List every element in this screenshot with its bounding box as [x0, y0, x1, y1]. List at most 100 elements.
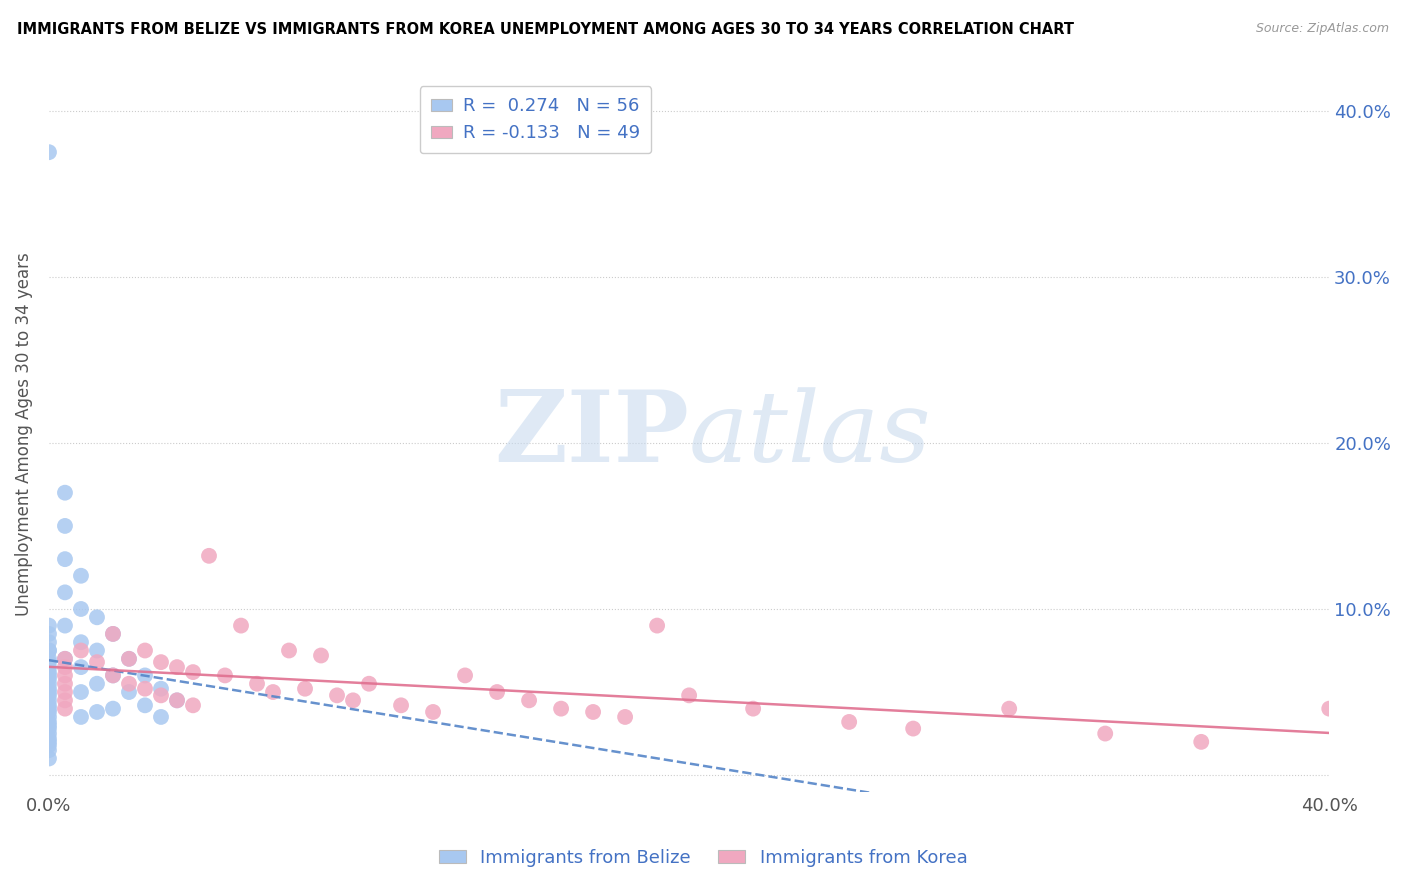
Point	[38, 618, 60, 632]
Point	[38, 726, 60, 740]
Point	[86, 705, 108, 719]
Point	[838, 714, 860, 729]
Point	[181, 665, 204, 679]
Point	[134, 698, 156, 713]
Point	[70, 643, 93, 657]
Point	[1317, 701, 1340, 715]
Point	[101, 627, 124, 641]
Point	[53, 652, 76, 666]
Point	[38, 685, 60, 699]
Point	[678, 689, 700, 703]
Point	[262, 685, 284, 699]
Point	[53, 652, 76, 666]
Point	[70, 635, 93, 649]
Point	[38, 635, 60, 649]
Point	[229, 618, 252, 632]
Point	[53, 485, 76, 500]
Point	[166, 660, 188, 674]
Point	[645, 618, 668, 632]
Point	[166, 693, 188, 707]
Point	[38, 701, 60, 715]
Point	[38, 681, 60, 696]
Point	[246, 677, 269, 691]
Point	[582, 705, 605, 719]
Point	[38, 652, 60, 666]
Point	[70, 568, 93, 582]
Point	[326, 689, 349, 703]
Point	[53, 660, 76, 674]
Point	[38, 718, 60, 732]
Point	[53, 519, 76, 533]
Point	[38, 689, 60, 703]
Point	[70, 710, 93, 724]
Point	[486, 685, 509, 699]
Point	[101, 668, 124, 682]
Point	[86, 643, 108, 657]
Point	[118, 652, 141, 666]
Text: Source: ZipAtlas.com: Source: ZipAtlas.com	[1256, 22, 1389, 36]
Point	[101, 627, 124, 641]
Point	[38, 698, 60, 713]
Point	[38, 722, 60, 736]
Point	[181, 698, 204, 713]
Point	[38, 738, 60, 752]
Point	[38, 710, 60, 724]
Point	[101, 668, 124, 682]
Point	[214, 668, 236, 682]
Point	[70, 660, 93, 674]
Point	[53, 668, 76, 682]
Point	[309, 648, 332, 663]
Point	[357, 677, 380, 691]
Point	[134, 668, 156, 682]
Point	[38, 643, 60, 657]
Y-axis label: Unemployment Among Ages 30 to 34 years: Unemployment Among Ages 30 to 34 years	[15, 252, 32, 616]
Point	[86, 677, 108, 691]
Point	[118, 652, 141, 666]
Point	[454, 668, 477, 682]
Point	[70, 602, 93, 616]
Point	[38, 714, 60, 729]
Text: ZIP: ZIP	[495, 386, 689, 483]
Point	[278, 643, 301, 657]
Point	[38, 665, 60, 679]
Point	[38, 668, 60, 682]
Point	[389, 698, 412, 713]
Point	[38, 677, 60, 691]
Point	[53, 685, 76, 699]
Point	[517, 693, 540, 707]
Point	[38, 705, 60, 719]
Point	[38, 731, 60, 746]
Point	[86, 655, 108, 669]
Point	[53, 693, 76, 707]
Point	[53, 701, 76, 715]
Point	[53, 585, 76, 599]
Point	[53, 677, 76, 691]
Point	[118, 677, 141, 691]
Point	[38, 660, 60, 674]
Point	[150, 655, 173, 669]
Point	[198, 549, 221, 563]
Point	[38, 751, 60, 765]
Point	[422, 705, 444, 719]
Point	[38, 655, 60, 669]
Point	[70, 685, 93, 699]
Point	[150, 681, 173, 696]
Point	[134, 681, 156, 696]
Point	[38, 627, 60, 641]
Point	[38, 693, 60, 707]
Point	[101, 701, 124, 715]
Point	[38, 643, 60, 657]
Point	[86, 610, 108, 624]
Point	[38, 735, 60, 749]
Point	[1094, 726, 1116, 740]
Point	[150, 689, 173, 703]
Point	[998, 701, 1021, 715]
Point	[53, 618, 76, 632]
Point	[53, 552, 76, 566]
Point	[742, 701, 765, 715]
Point	[342, 693, 364, 707]
Point	[38, 743, 60, 757]
Point	[614, 710, 637, 724]
Point	[150, 710, 173, 724]
Point	[118, 685, 141, 699]
